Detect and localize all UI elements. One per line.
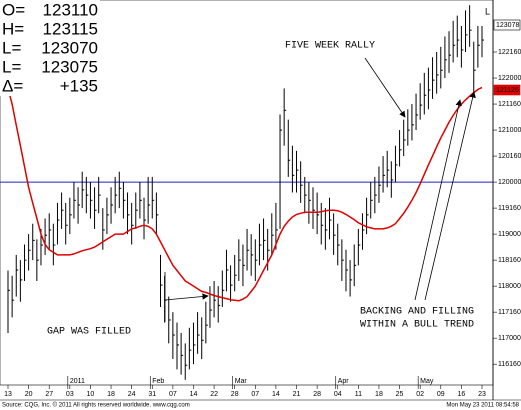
corner-mark: L: [485, 6, 490, 16]
quote-value: 123070: [41, 38, 98, 57]
arrow: [364, 57, 406, 118]
x-tick-label: 28: [313, 391, 321, 398]
y-tick-label: 118160: [498, 257, 521, 264]
quote-label: O=: [2, 0, 25, 19]
y-tick-label: 118000: [498, 283, 521, 290]
x-tick-label: 03: [66, 391, 74, 398]
x-tick-label: 09: [437, 391, 445, 398]
y-tick-label: 121000: [498, 127, 521, 134]
y-tick-label: 116160: [498, 361, 521, 368]
x-tick-label: 07: [169, 391, 177, 398]
y-tick-label: 119000: [498, 231, 521, 238]
y-tick-label: 121160: [498, 101, 521, 108]
price-tag-box: [493, 84, 521, 96]
x-tick-label: 04: [334, 391, 342, 398]
x-tick-label: 18: [375, 391, 383, 398]
x-tick-label: 21: [293, 391, 301, 398]
month-label: Feb: [152, 378, 164, 385]
month-label: May: [420, 378, 434, 385]
x-tick-label: 31: [148, 391, 156, 398]
x-tick-label: 28: [231, 391, 239, 398]
quote-label: L=: [2, 38, 21, 57]
x-tick-label: 14: [190, 391, 198, 398]
quote-label: H=: [2, 19, 24, 38]
y-tick-label: 120000: [498, 179, 521, 186]
moving-average: [7, 86, 483, 302]
quote-value: +135: [60, 76, 98, 95]
quote-label: Δ=: [2, 76, 23, 95]
annotation: FIVE WEEK RALLY: [285, 41, 375, 52]
x-tick-label: 18: [107, 391, 115, 398]
x-tick-label: 24: [128, 391, 136, 398]
x-tick-label: 23: [478, 391, 486, 398]
x-tick-label: 20: [25, 391, 33, 398]
y-tick-label: 122160: [498, 49, 521, 56]
x-tick-label: 07: [251, 391, 259, 398]
price-tag-box: [493, 19, 521, 31]
annotation: BACKING AND FILLING: [360, 307, 474, 318]
x-tick-label: 16: [457, 391, 465, 398]
x-tick-label: 25: [396, 391, 404, 398]
x-tick-label: 27: [45, 391, 53, 398]
timestamp: Mon May 23 2011 08:54:58: [446, 403, 519, 409]
x-tick-label: 22: [210, 391, 218, 398]
month-label: Apr: [338, 378, 350, 385]
arrow: [414, 99, 462, 301]
annotation: GAP WAS FILLED: [47, 327, 131, 338]
annotation: WITHIN A BULL TREND: [360, 320, 474, 331]
month-label: 2011: [70, 378, 85, 385]
x-tick-label: 02: [416, 391, 424, 398]
y-tick-label: 122000: [498, 75, 521, 82]
arrow: [164, 293, 209, 301]
x-tick-label: 10: [87, 391, 95, 398]
x-tick-label: 11: [355, 391, 362, 398]
quote-value: 123110: [43, 0, 98, 19]
quote-box-bg: [0, 0, 100, 96]
month-label: Mar: [235, 378, 248, 385]
y-tick-label: 117000: [498, 335, 521, 342]
arrow: [424, 91, 476, 301]
price-tag: 121126: [496, 87, 519, 94]
x-tick-label: 13: [4, 391, 12, 398]
quote-label: L=: [2, 57, 21, 76]
source: Source: CQG, Inc. © 2011 All rights rese…: [2, 402, 190, 409]
y-tick-label: 120160: [498, 153, 521, 160]
quote-value: 123075: [41, 57, 98, 76]
y-tick-label: 119160: [498, 205, 521, 212]
y-tick-label: 117160: [498, 309, 521, 316]
quote-value: 123115: [43, 19, 98, 38]
series-layer: [0, 5, 493, 380]
x-tick-label: 14: [272, 391, 280, 398]
price-tag: 123078: [496, 22, 519, 29]
